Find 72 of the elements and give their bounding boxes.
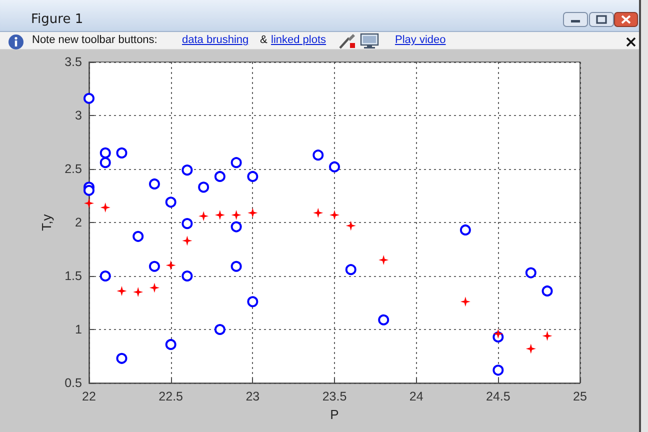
- x-tick-label: 22.5: [158, 390, 184, 404]
- y-tick-label: 2.5: [64, 162, 82, 176]
- point: [116, 147, 128, 158]
- point: [84, 184, 94, 196]
- x-tick-label: 24: [409, 390, 424, 404]
- point: [378, 314, 390, 326]
- point: [230, 221, 242, 232]
- point: [526, 344, 536, 354]
- point: [132, 230, 144, 242]
- x-tick-label: 23: [246, 390, 260, 404]
- y-tick-label: 3.5: [64, 55, 82, 69]
- caption: Figure 1: [31, 12, 84, 27]
- point: [460, 224, 471, 236]
- point: [346, 220, 356, 231]
- x-tick-label: 24.5: [486, 390, 510, 404]
- point: [230, 157, 242, 168]
- point: [313, 208, 324, 218]
- text: data brushing: [182, 34, 249, 46]
- point: [247, 170, 258, 182]
- y-tick-label: 1: [75, 322, 82, 336]
- point: [248, 208, 258, 218]
- point: [84, 198, 94, 208]
- point: [182, 270, 193, 282]
- x-axis-title: P: [330, 406, 339, 422]
- point: [330, 210, 340, 220]
- point: [378, 254, 389, 265]
- point: [116, 286, 127, 296]
- point: [492, 364, 504, 376]
- point: [133, 287, 144, 298]
- text: Note new toolbar buttons:: [32, 34, 158, 46]
- point: [198, 182, 210, 193]
- point: [100, 270, 111, 282]
- point: [329, 161, 340, 172]
- point: [231, 210, 242, 220]
- point: [100, 157, 111, 168]
- point: [312, 150, 324, 161]
- point: [166, 260, 176, 270]
- text: &: [260, 34, 268, 46]
- point: [247, 296, 258, 308]
- point: [460, 296, 470, 307]
- point: [493, 328, 504, 339]
- point: [230, 260, 242, 272]
- y-tick-label: 2: [75, 216, 82, 230]
- y-axis-title: T,y: [39, 214, 54, 231]
- point: [84, 92, 94, 104]
- text: Play video: [395, 34, 446, 46]
- point: [542, 330, 552, 341]
- x-tick-label: 23.5: [322, 390, 347, 404]
- point: [198, 211, 209, 222]
- point: [182, 164, 193, 176]
- point: [214, 170, 226, 182]
- point: [182, 236, 192, 246]
- point: [542, 285, 553, 296]
- point: [525, 267, 536, 278]
- point: [100, 147, 111, 158]
- y-tick-label: 0.5: [64, 376, 82, 390]
- point: [149, 282, 160, 293]
- x-tick-label: 25: [573, 390, 587, 404]
- y-tick-label: 1.5: [64, 269, 82, 283]
- point: [214, 210, 225, 220]
- point: [214, 324, 226, 335]
- point: [116, 352, 128, 364]
- y-tick-label: 3: [75, 108, 82, 122]
- point: [165, 338, 176, 350]
- point: [148, 178, 160, 190]
- point: [345, 264, 356, 276]
- text: linked plots: [271, 34, 326, 46]
- point: [165, 196, 176, 208]
- point: [182, 218, 193, 230]
- x-tick-label: 22: [82, 390, 96, 404]
- point: [148, 260, 160, 272]
- point: [100, 202, 110, 213]
